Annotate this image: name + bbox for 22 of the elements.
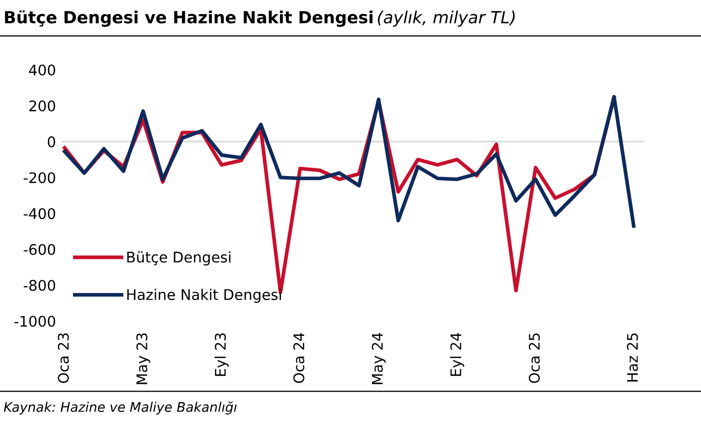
text: Kaynak: Hazine ve Maliye Bakanlığı (4, 401, 237, 415)
y-tick-label: -400 (24, 208, 56, 220)
y-tick-label: 0 (48, 136, 56, 148)
x-tick-label: Oca 23 (58, 333, 69, 383)
x-tick-label: May 24 (372, 332, 386, 384)
y-tick-label: -1000 (14, 316, 56, 327)
x-tick-label: Eyl 23 (214, 333, 229, 376)
y-tick-label: -800 (24, 280, 56, 291)
legend-label: Bütçe Dengesi (127, 251, 230, 266)
y-tick-label: 200 (29, 100, 56, 112)
chart-title: Bütçe Dengesi ve Hazine Nakit Dengesi (5, 10, 372, 27)
line-series (62, 94, 636, 228)
y-tick-label: -600 (24, 244, 56, 256)
x-tick-label: Haz 25 (626, 333, 638, 382)
x-tick-label: May 23 (136, 333, 150, 384)
legend-label: Hazine Nakit Dengesi (127, 288, 281, 303)
chart-subtitle: (aylık, milyar TL) (378, 10, 515, 27)
x-tick-label: Eyl 24 (450, 332, 464, 376)
y-tick-label: 400 (29, 64, 56, 76)
x-tick-label: Oca 25 (528, 333, 540, 383)
x-tick-label: Oca 24 (293, 332, 304, 383)
y-tick-label: -200 (24, 172, 56, 184)
